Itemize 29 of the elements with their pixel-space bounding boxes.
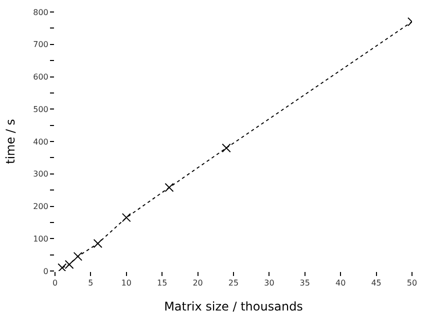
y-tick-label: 700 <box>33 40 48 50</box>
point <box>58 263 67 271</box>
y-tick-label: 500 <box>33 104 48 114</box>
y-tick-label: 200 <box>33 202 48 212</box>
x-tick-label: 5 <box>88 278 94 288</box>
y-tick-label: 100 <box>33 234 48 244</box>
point <box>164 182 174 192</box>
x-tick-label: 20 <box>192 278 203 288</box>
point <box>222 143 231 152</box>
point <box>64 260 74 270</box>
y-tick-label: 300 <box>33 170 48 179</box>
x-tick-label: 30 <box>264 278 274 288</box>
x-tick-label: 45 <box>371 278 382 288</box>
x-tick-label: 15 <box>157 278 168 288</box>
x-tick-label: 10 <box>121 278 132 288</box>
x-tick-label: 50 <box>406 278 418 288</box>
y-tick-label: 0 <box>43 266 48 276</box>
y-axis-title: time / s <box>3 118 18 164</box>
point <box>93 238 102 248</box>
x-tick-label: 0 <box>52 278 58 288</box>
y-tick-label: 600 <box>33 72 48 82</box>
point <box>73 252 82 261</box>
y-tick-label: 800 <box>33 8 48 17</box>
x-tick-label: 25 <box>228 278 239 288</box>
y-tick-label: 400 <box>33 137 48 146</box>
x-axis-title: Matrix size / thousands <box>164 300 303 314</box>
x-tick-label: 40 <box>336 278 346 288</box>
point <box>122 213 131 222</box>
x-tick-label: 35 <box>300 278 310 288</box>
